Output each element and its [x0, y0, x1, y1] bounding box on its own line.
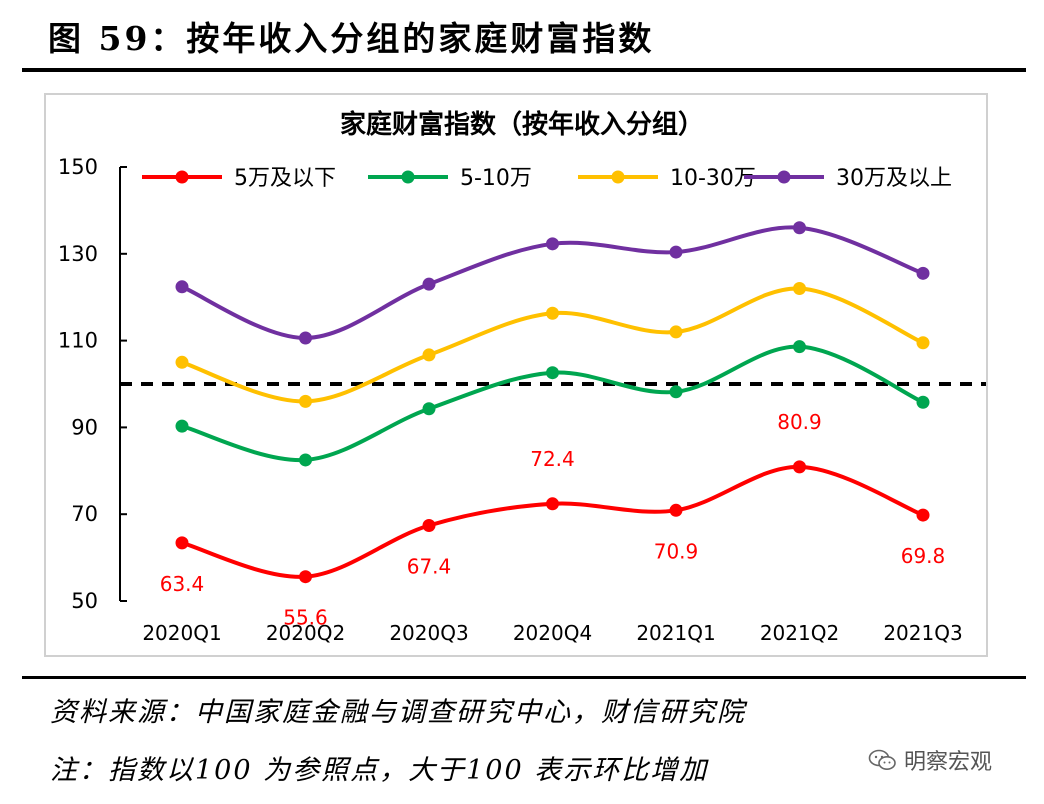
y-tick-label: 110 — [58, 329, 98, 353]
data-point — [546, 366, 559, 380]
note-text: 注：指数以100 为参照点，大于100 表示环比增加 — [50, 755, 709, 786]
data-point — [793, 460, 806, 474]
data-point — [546, 237, 559, 251]
data-point — [669, 325, 683, 339]
data-point — [669, 385, 683, 399]
series-0: 63.4 55.6 67.4 72.4 70.9 80.9 69.8 — [160, 410, 946, 630]
data-point — [669, 503, 683, 517]
bottom-rule — [22, 676, 1026, 679]
chart-frame: 家庭财富指数（按年收入分组） 50 70 90 110 130 150 2020Q1 2020… — [44, 93, 988, 657]
series-3 — [175, 221, 930, 345]
x-tick-label: 2020Q2 — [266, 621, 345, 645]
series-group: 63.4 55.6 67.4 72.4 70.9 80.9 69.8 — [160, 221, 946, 630]
data-point — [793, 221, 806, 235]
chart-title: 家庭财富指数（按年收入分组） — [340, 109, 704, 140]
wechat-icon — [868, 749, 896, 770]
data-point — [422, 348, 436, 362]
line-chart: 家庭财富指数（按年收入分组） 50 70 90 110 130 150 2020Q1 2020… — [58, 109, 986, 645]
data-point — [175, 536, 189, 550]
data-point — [793, 282, 806, 296]
y-tick-label: 90 — [71, 415, 98, 439]
legend-label: 5万及以下 — [234, 166, 336, 191]
data-label: 72.4 — [530, 447, 575, 471]
series-line — [181, 464, 924, 579]
series-line — [181, 344, 924, 462]
data-label: 70.9 — [654, 539, 699, 563]
data-point — [422, 402, 436, 416]
axes: 50 70 90 110 130 150 2020Q1 2020Q2 2020Q3 2020Q4 2… — [58, 155, 963, 645]
top-rule — [22, 68, 1026, 72]
x-tick-label: 2021Q3 — [883, 621, 962, 645]
series-2 — [175, 282, 930, 408]
y-tick-label: 50 — [71, 589, 98, 613]
legend-label: 10-30万 — [670, 166, 756, 191]
data-label: 67.4 — [407, 554, 452, 578]
data-point — [299, 570, 312, 584]
x-tick-label: 2020Q3 — [389, 621, 468, 645]
series-1 — [175, 340, 930, 467]
y-tick-label: 70 — [71, 502, 98, 526]
data-point — [175, 355, 189, 369]
data-point — [175, 280, 189, 294]
legend-label: 30万及以上 — [836, 166, 952, 191]
watermark: 明察宏观 — [868, 744, 992, 776]
legend-marker — [401, 170, 415, 184]
legend-label: 5-10万 — [460, 166, 532, 191]
y-tick-label: 130 — [58, 242, 98, 266]
data-point — [669, 245, 683, 259]
data-point — [916, 266, 930, 280]
data-point — [175, 419, 189, 433]
data-point — [422, 277, 436, 291]
legend-marker — [777, 170, 791, 184]
data-point — [793, 340, 806, 354]
x-tick-label: 2020Q1 — [142, 621, 221, 645]
data-label: 80.9 — [777, 410, 822, 434]
legend-marker — [175, 170, 189, 184]
data-label: 55.6 — [283, 606, 328, 630]
x-tick-label: 2021Q2 — [760, 621, 839, 645]
data-point — [916, 508, 930, 522]
data-point — [546, 497, 559, 511]
source-text: 资料来源：中国家庭金融与调查研究中心，财信研究院 — [50, 697, 746, 728]
data-point — [299, 394, 312, 408]
data-point — [299, 331, 312, 345]
data-point — [916, 395, 930, 409]
data-point — [546, 306, 559, 320]
data-point — [299, 453, 312, 467]
data-point — [916, 336, 930, 350]
legend: 5万及以下 5-10万 10-30万 30万及以上 — [142, 166, 952, 191]
figure-title: 图 59：按年收入分组的家庭财富指数 — [48, 19, 655, 58]
x-tick-label: 2020Q4 — [513, 621, 592, 645]
y-tick-label: 150 — [58, 155, 98, 179]
data-label: 63.4 — [160, 572, 205, 596]
x-tick-label: 2021Q1 — [636, 621, 715, 645]
watermark-text: 明察宏观 — [904, 750, 993, 775]
data-point — [422, 518, 436, 532]
legend-marker — [611, 170, 625, 184]
data-label: 69.8 — [901, 544, 946, 568]
